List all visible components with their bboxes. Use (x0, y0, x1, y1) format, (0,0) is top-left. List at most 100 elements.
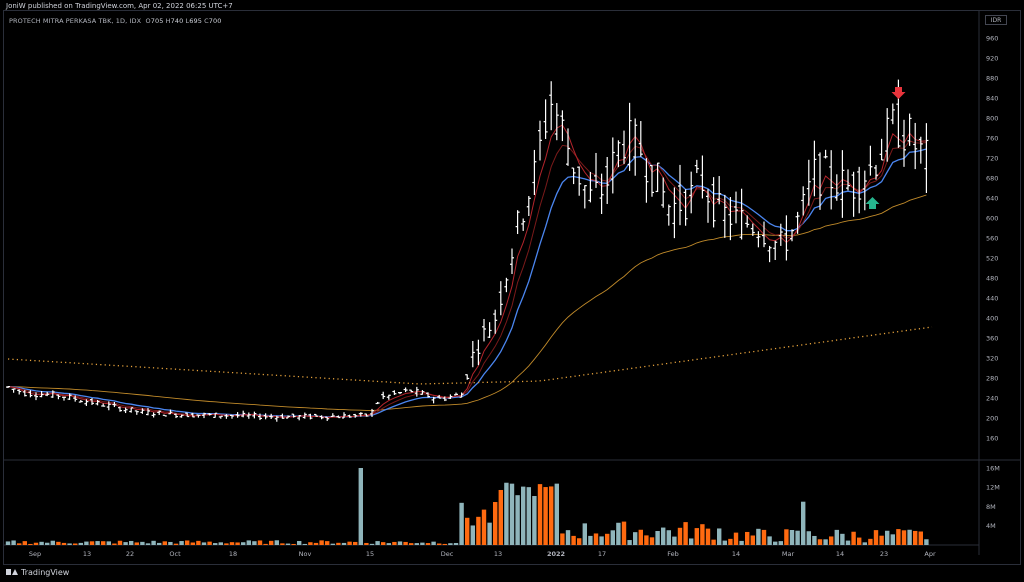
price-tick-label: 720 (986, 154, 998, 162)
price-axis[interactable]: 960 920 880 840 800 760 720 680 640 600 560 520 480 4… (986, 34, 998, 442)
volume-bar (621, 521, 627, 545)
volume-bar (817, 539, 823, 545)
ohlc-bar (162, 414, 167, 417)
time-tick-label: 2022 (547, 550, 565, 558)
volume-bar (728, 538, 733, 545)
volume-bar (627, 540, 632, 545)
volume-bar (134, 542, 139, 545)
ohlc-bar (532, 149, 537, 196)
volume-bar (705, 528, 711, 545)
volume-bar (39, 541, 44, 545)
ohlc-c-label: C (204, 17, 209, 25)
volume-bar (123, 542, 128, 545)
ohlc-bar (638, 121, 643, 157)
time-tick-label: Oct (169, 550, 181, 558)
volume-bar (633, 532, 638, 545)
ohlc-bar (308, 413, 313, 420)
ohlc-bar (386, 394, 391, 400)
volume-bar (565, 530, 571, 545)
volume-bar (50, 540, 55, 545)
ohlc-bar (840, 150, 845, 218)
volume-bar (291, 543, 296, 545)
ohlc-bar (661, 177, 666, 208)
volume-bar (896, 529, 901, 545)
volume-bar (722, 540, 727, 545)
ohlc-bar (666, 204, 671, 226)
ohlc-bar (185, 412, 190, 418)
price-tick-label: 600 (986, 214, 998, 222)
ohlc-bar (426, 392, 430, 398)
volume-bar (829, 536, 834, 545)
volume-bar (285, 543, 291, 545)
currency-badge[interactable]: IDR (985, 15, 1007, 25)
symbol-legend[interactable]: PROTECH MITRA PERKASA TBK, 1D, IDX O705 … (9, 17, 221, 25)
price-tick-label: 560 (986, 234, 998, 242)
volume-bar (145, 543, 151, 545)
ohlc-bar (622, 130, 626, 164)
volume-bar (302, 543, 307, 545)
ohlc-bar (325, 416, 330, 421)
ohlc-bar (829, 150, 834, 210)
ohlc-bar (588, 171, 593, 203)
symbol-name: PROTECH MITRA PERKASA TBK, 1D, IDX (9, 17, 142, 25)
time-axis[interactable]: Sep 13 22 Oct 18 Nov 15 Dec 13 2022 17 Feb 14 Mar 14 23… (29, 550, 936, 558)
volume-bar (717, 528, 722, 545)
volume-bar (347, 541, 352, 545)
volume-bar (509, 483, 515, 545)
ohlc-bar (56, 394, 61, 400)
ohlc-bar (101, 403, 106, 407)
ohlc-bar (554, 103, 559, 141)
time-tick-label: Apr (924, 550, 936, 558)
volume-bar (924, 539, 929, 545)
ohlc-bar (431, 396, 436, 404)
ohlc-bar (627, 102, 632, 171)
ohlc-bar (549, 81, 554, 131)
ohlc-bar (263, 413, 268, 420)
ohlc-bar (907, 113, 912, 146)
ohlc-bar (202, 412, 206, 419)
price-tick-label: 960 (986, 34, 998, 42)
volume-bar (157, 542, 162, 545)
volume-tick-label: 16M (986, 464, 1000, 472)
time-tick-label: Mar (782, 550, 795, 558)
volume-bar (252, 541, 257, 545)
ohlc-bar (280, 413, 285, 419)
ohlc-low: 695 (189, 17, 202, 25)
footer-brand[interactable]: TradingView (6, 568, 69, 577)
ohlc-bar (190, 412, 195, 418)
ohlc-bar (605, 156, 610, 204)
volume-bar (168, 541, 173, 545)
ohlc-bar (196, 414, 201, 418)
volume-bar (257, 540, 263, 545)
ohlc-bar (414, 386, 419, 397)
volume-bar (274, 540, 279, 545)
publisher-line: JoniW published on TradingView.com, Apr … (6, 2, 233, 10)
ohlc-bar (78, 399, 83, 403)
ohlc-bar (213, 412, 218, 418)
ohlc-bar (22, 390, 27, 397)
volume-bar (739, 540, 744, 545)
time-tick-label: 22 (126, 550, 134, 558)
price-tick-label: 800 (986, 114, 998, 122)
price-tick-label: 360 (986, 334, 998, 342)
volume-bar (638, 529, 643, 545)
ohlc-bar (582, 185, 587, 209)
ohlc-bar (526, 195, 531, 217)
ohlc-bar (594, 152, 598, 188)
ohlc-bar (286, 415, 290, 419)
volume-bar (448, 543, 453, 545)
ohlc-bar (885, 108, 890, 162)
volume-bar (437, 543, 442, 545)
volume-bar (890, 534, 895, 545)
volume-bar (610, 530, 615, 545)
ohlc-bar (218, 415, 223, 419)
price-tick-label: 640 (986, 194, 998, 202)
ohlc-bar (566, 128, 570, 166)
ohlc-bar (179, 414, 184, 418)
ohlc-bar (913, 122, 918, 170)
ohlc-bar (868, 145, 873, 176)
ohlc-bar (633, 118, 638, 176)
ohlc-bar (118, 406, 122, 412)
ohlc-bar (470, 341, 475, 368)
